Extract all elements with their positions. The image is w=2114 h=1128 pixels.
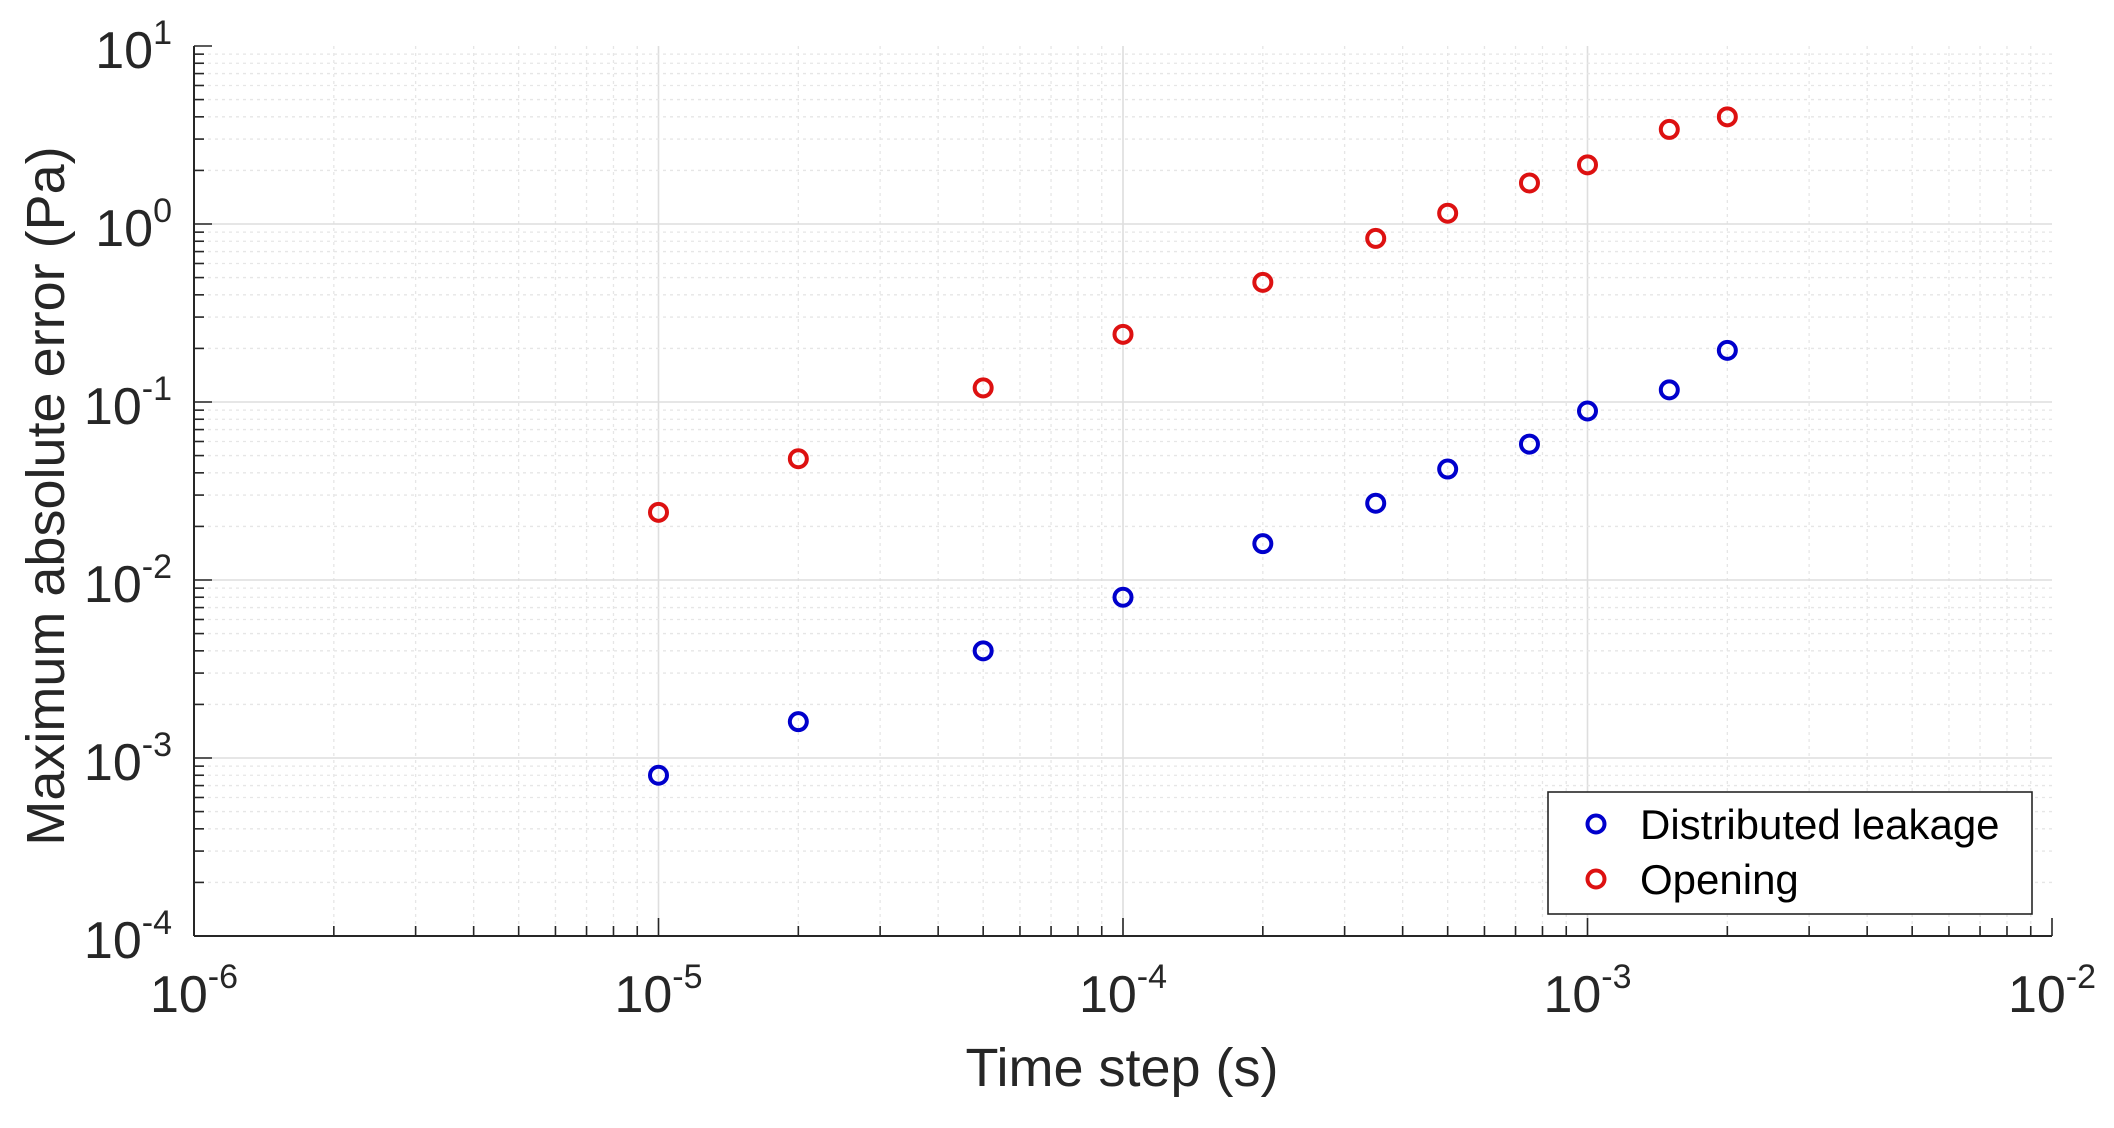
- y-tick-label: 100: [95, 192, 172, 258]
- y-tick-label: 10-3: [84, 726, 172, 792]
- point-distributed-leakage: [648, 764, 669, 786]
- point-opening: [1658, 118, 1680, 140]
- point-distributed-leakage: [1112, 586, 1134, 608]
- legend-label-opening: Opening: [1640, 856, 1799, 903]
- legend-label-distributed-leakage: Distributed leakage: [1640, 801, 2000, 848]
- x-tick-label: 10-2: [2008, 958, 2096, 1024]
- legend-marker-distributed-leakage: [1585, 813, 1607, 835]
- y-tick-label: 10-4: [84, 904, 172, 970]
- x-tick-label: 10-5: [614, 958, 702, 1024]
- point-opening: [1518, 172, 1540, 194]
- point-distributed-leakage: [1716, 339, 1738, 361]
- x-tick-labels: 10-6 10-5 10-4 10-3 10-2: [150, 958, 2096, 1024]
- x-tick-label: 10-3: [1543, 958, 1631, 1024]
- x-tick-label: 10-6: [150, 958, 238, 1024]
- point-opening: [1716, 106, 1738, 128]
- x-tick-label: 10-4: [1079, 958, 1167, 1024]
- point-distributed-leakage: [1518, 433, 1540, 455]
- point-opening: [1437, 202, 1459, 224]
- y-tick-label: 101: [95, 14, 172, 80]
- data-points: [648, 106, 1738, 786]
- point-distributed-leakage: [787, 711, 809, 733]
- point-opening: [648, 501, 669, 523]
- x-axis-title: Time step (s): [965, 1038, 1278, 1098]
- y-tick-labels: 10-4 10-3 10-2 10-1 100 101: [84, 14, 172, 970]
- legend-marker-opening: [1585, 868, 1607, 890]
- point-distributed-leakage: [1252, 533, 1274, 555]
- legend-box: [1547, 791, 2033, 915]
- point-distributed-leakage: [972, 640, 994, 662]
- grid: [193, 46, 2052, 937]
- y-tick-label: 10-1: [84, 370, 172, 436]
- point-opening: [1112, 323, 1134, 345]
- point-distributed-leakage: [1365, 492, 1387, 514]
- point-opening: [1252, 271, 1274, 293]
- point-distributed-leakage: [1437, 458, 1459, 480]
- y-tick-label: 10-2: [84, 548, 172, 614]
- point-distributed-leakage: [1577, 400, 1598, 422]
- point-opening: [787, 448, 809, 470]
- axes: [193, 45, 2053, 937]
- point-opening: [972, 377, 994, 399]
- point-distributed-leakage: [1658, 379, 1680, 401]
- y-axis-title: Maximum absolute error (Pa): [16, 146, 76, 845]
- point-opening: [1365, 227, 1387, 249]
- point-opening: [1577, 154, 1598, 176]
- legend: Distributed leakage Opening: [1547, 791, 2033, 915]
